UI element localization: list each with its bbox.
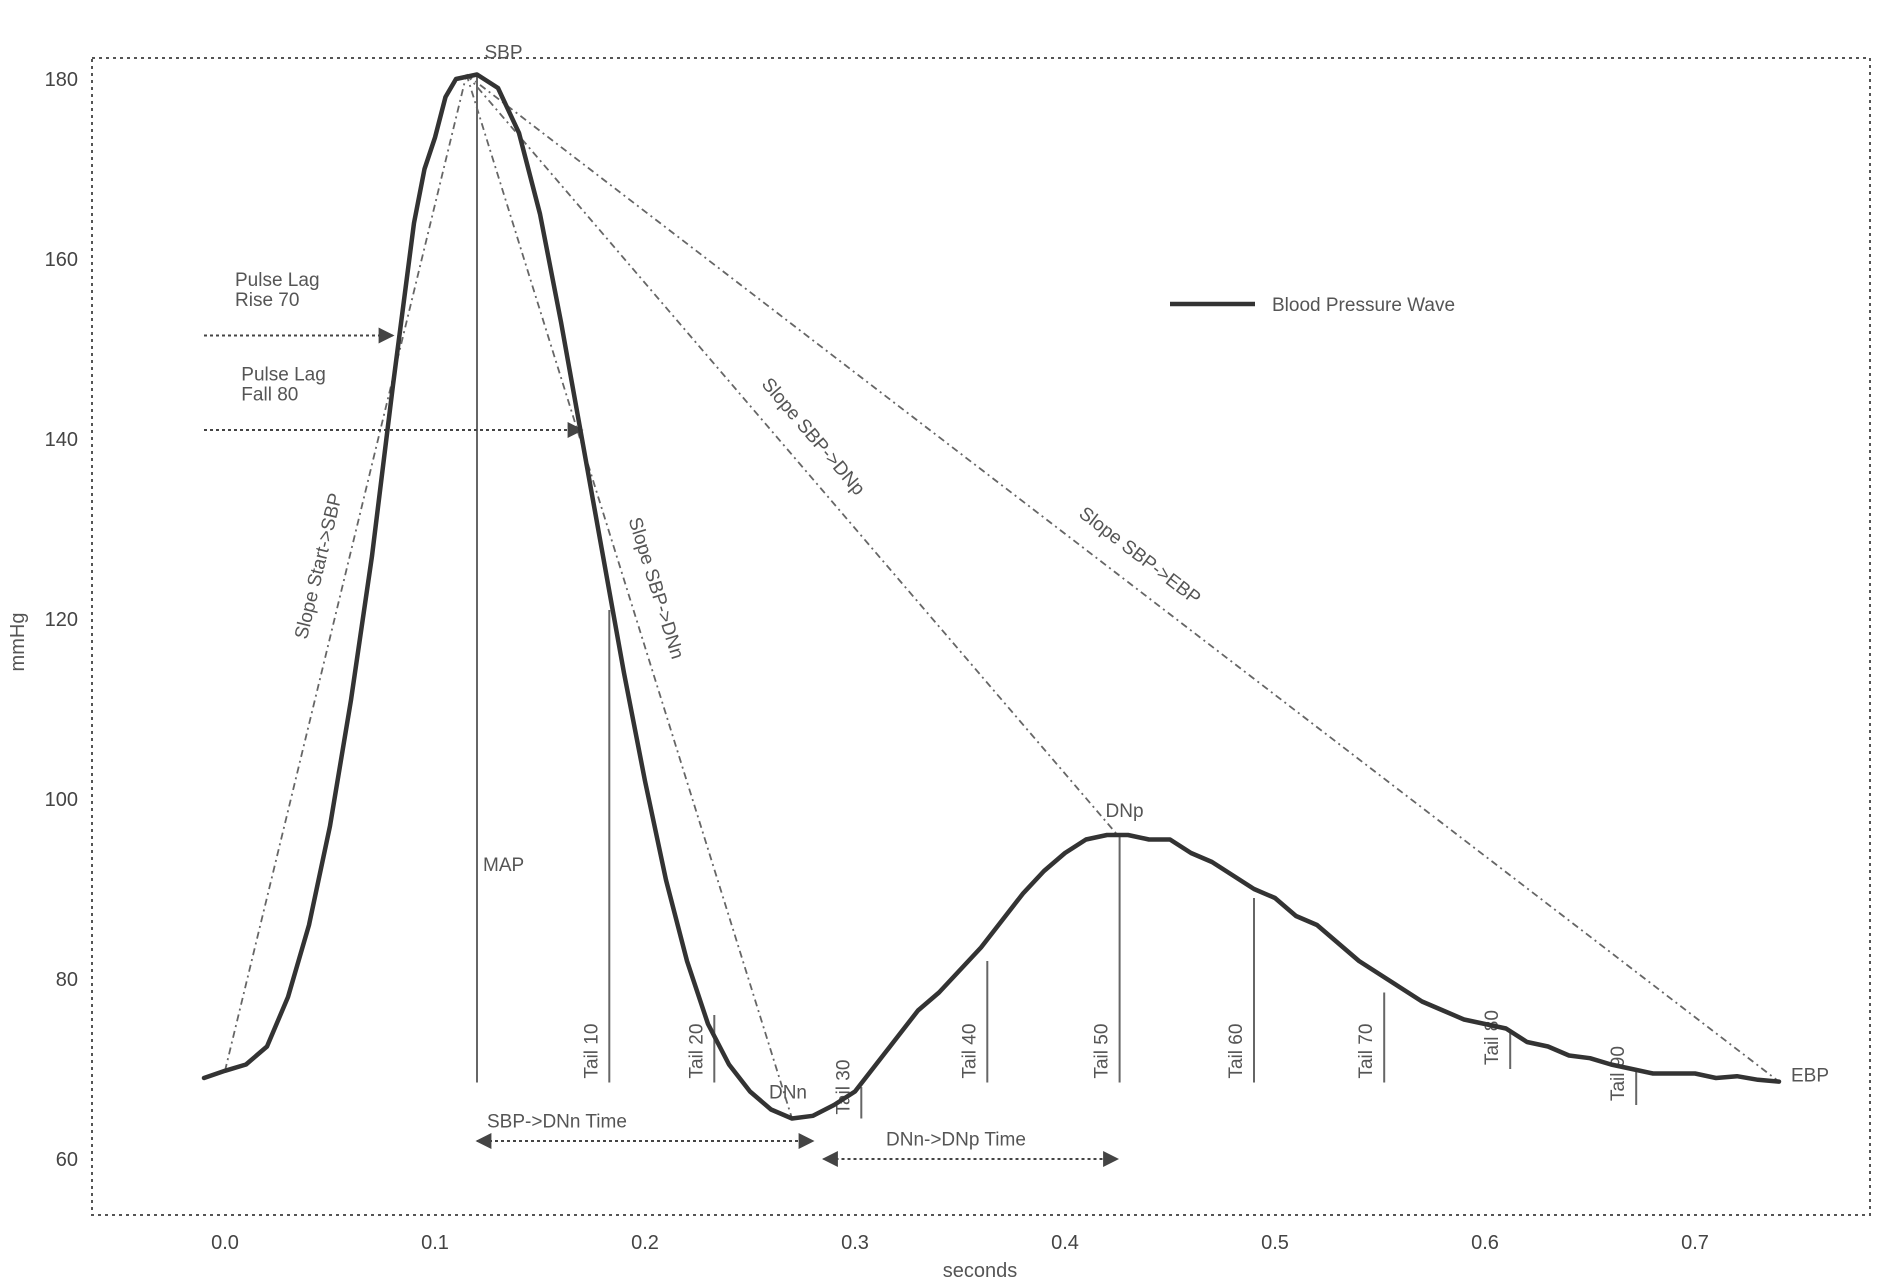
x-tick-label-0-3: 0.3 (841, 1232, 869, 1254)
point-label-dnn: DNn (769, 1083, 807, 1104)
arrow-label-rise-70: Rise 70 (235, 290, 299, 311)
map-label: MAP (483, 855, 524, 876)
x-tick-label-0-7: 0.7 (1681, 1232, 1709, 1254)
legend-label: Blood Pressure Wave (1272, 295, 1455, 316)
tail-label-tail-20: Tail 20 (686, 1024, 707, 1079)
arrow-label-pulse-lag: Pulse Lag (241, 365, 326, 386)
arrow-label-pulse-lag: Pulse Lag (235, 270, 320, 291)
slope-line-slope-sbp-dnn (467, 75, 793, 1119)
x-axis-label: seconds (943, 1260, 1018, 1282)
tail-label-tail-40: Tail 40 (959, 1024, 980, 1079)
slope-line-slope-sbp-dnp (467, 75, 1118, 836)
interval-arrows: Pulse LagRise 70Pulse LagFall 80SBP->DNn… (204, 270, 1118, 1159)
y-axis-label: mmHg (7, 613, 29, 672)
tail-label-tail-80: Tail 80 (1482, 1010, 1503, 1065)
point-label-ebp: EBP (1791, 1066, 1829, 1087)
point-label-sbp: SBP (485, 43, 523, 64)
x-tick-label-0-0: 0.0 (211, 1232, 239, 1254)
y-tick-label-100: 100 (45, 789, 78, 811)
tail-label-tail-10: Tail 10 (581, 1024, 602, 1079)
x-tick-label-0-2: 0.2 (631, 1232, 659, 1254)
tail-label-tail-60: Tail 60 (1226, 1024, 1247, 1079)
x-tick-label-0-5: 0.5 (1261, 1232, 1289, 1254)
x-tick-label-0-1: 0.1 (421, 1232, 449, 1254)
slope-label-slope-sbp-dnn: Slope SBP->DNn (624, 515, 688, 662)
point-label-dnp: DNp (1106, 801, 1144, 822)
tail-label-tail-70: Tail 70 (1356, 1024, 1377, 1079)
arrow-label-sbp-dnn-time: SBP->DNn Time (487, 1112, 627, 1133)
y-axis-ticks: 60 80 100 120 140 160 180 (45, 69, 78, 1171)
slope-label-slope-start-sbp: Slope Start->SBP (291, 491, 347, 641)
slope-label-slope-sbp-dnp: Slope SBP->DNp (757, 374, 869, 500)
slope-label-slope-sbp-ebp: Slope SBP->EBP (1075, 503, 1205, 609)
x-tick-label-0-4: 0.4 (1051, 1232, 1079, 1254)
tail-label-tail-50: Tail 50 (1092, 1024, 1113, 1079)
y-tick-label-140: 140 (45, 429, 78, 451)
y-tick-label-60: 60 (56, 1149, 78, 1171)
slope-line-slope-start-sbp (225, 75, 467, 1071)
x-axis-ticks: 0.0 0.1 0.2 0.3 0.4 0.5 0.6 0.7 (211, 1232, 1709, 1254)
y-tick-label-180: 180 (45, 69, 78, 91)
x-tick-label-0-6: 0.6 (1471, 1232, 1499, 1254)
legend: Blood Pressure Wave (1170, 295, 1455, 316)
arrow-label-fall-80: Fall 80 (241, 385, 298, 406)
y-tick-label-80: 80 (56, 969, 78, 991)
arrow-label-dnn-dnp-time: DNn->DNp Time (886, 1130, 1026, 1151)
y-tick-label-160: 160 (45, 249, 78, 271)
tail-label-tail-30: Tail 30 (833, 1060, 854, 1115)
slope-lines: Slope Start->SBP Slope SBP->DNn Slope SBP-… (225, 75, 1779, 1119)
tail-label-tail-90: Tail 90 (1608, 1046, 1629, 1101)
y-tick-label-120: 120 (45, 609, 78, 631)
series-line-blood-pressure-wave (204, 75, 1779, 1119)
